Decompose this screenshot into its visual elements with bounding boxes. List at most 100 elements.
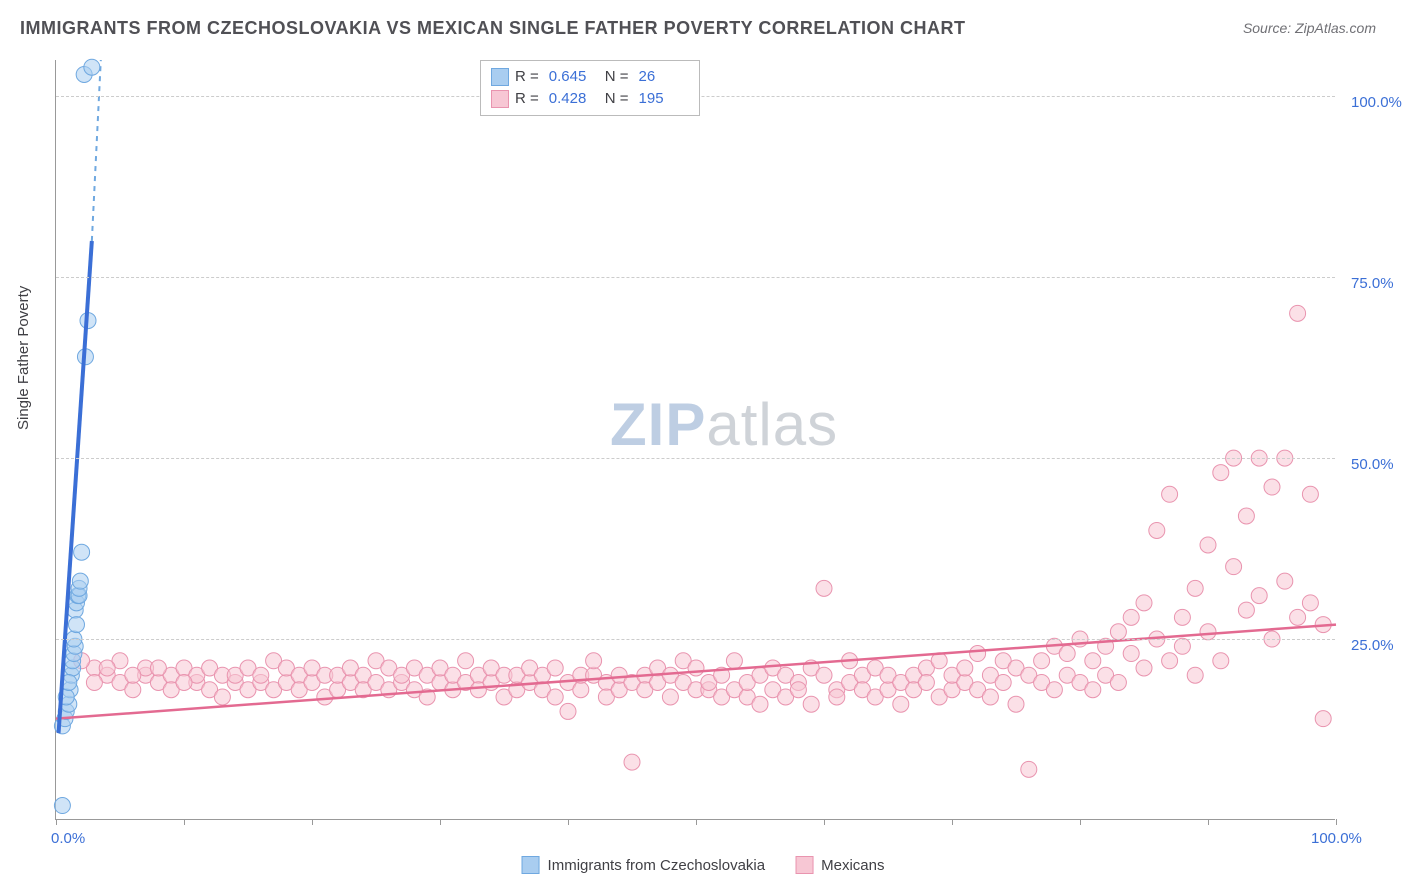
- data-point: [1174, 609, 1190, 625]
- data-point: [918, 674, 934, 690]
- data-point: [1123, 646, 1139, 662]
- legend-correlation: R = 0.645 N = 26 R = 0.428 N = 195: [480, 60, 700, 116]
- data-point: [1187, 580, 1203, 596]
- legend-n-value-a: 26: [639, 66, 689, 88]
- legend-n-label-a: N =: [605, 66, 629, 88]
- x-tick: [312, 819, 313, 825]
- x-tick: [1208, 819, 1209, 825]
- x-tick: [824, 819, 825, 825]
- x-tick-label-max: 100.0%: [1311, 830, 1362, 847]
- y-tick-label: 50.0%: [1351, 456, 1394, 473]
- data-point: [1136, 660, 1152, 676]
- legend-bottom-swatch-b: [795, 856, 813, 874]
- data-point: [99, 660, 115, 676]
- data-point: [752, 696, 768, 712]
- data-point: [86, 674, 102, 690]
- data-point: [1200, 537, 1216, 553]
- x-tick: [56, 819, 57, 825]
- data-point: [1021, 761, 1037, 777]
- x-tick: [184, 819, 185, 825]
- legend-series: Immigrants from Czechoslovakia Mexicans: [522, 856, 885, 874]
- x-tick: [1080, 819, 1081, 825]
- legend-r-label-b: R =: [515, 88, 539, 110]
- y-tick-label: 100.0%: [1351, 94, 1402, 111]
- data-point: [1034, 653, 1050, 669]
- data-point: [957, 660, 973, 676]
- data-point: [726, 653, 742, 669]
- data-point: [125, 682, 141, 698]
- data-point: [1174, 638, 1190, 654]
- legend-n-label-b: N =: [605, 88, 629, 110]
- data-point: [547, 689, 563, 705]
- data-point: [1264, 479, 1280, 495]
- data-point: [54, 798, 70, 814]
- data-point: [84, 59, 100, 75]
- data-point: [1059, 646, 1075, 662]
- data-point: [1213, 653, 1229, 669]
- y-axis-label: Single Father Poverty: [15, 286, 32, 430]
- data-point: [1149, 522, 1165, 538]
- data-point: [1110, 674, 1126, 690]
- data-point: [1085, 682, 1101, 698]
- data-point: [586, 653, 602, 669]
- data-point: [982, 689, 998, 705]
- legend-r-value-a: 0.645: [549, 66, 599, 88]
- data-point: [547, 660, 563, 676]
- data-point: [68, 617, 84, 633]
- data-point: [74, 544, 90, 560]
- data-point: [1162, 653, 1178, 669]
- y-tick-label: 75.0%: [1351, 275, 1394, 292]
- data-point: [1085, 653, 1101, 669]
- data-point: [1213, 465, 1229, 481]
- legend-r-value-b: 0.428: [549, 88, 599, 110]
- y-tick-label: 25.0%: [1351, 637, 1394, 654]
- data-point: [1136, 595, 1152, 611]
- data-point: [1226, 559, 1242, 575]
- data-point: [72, 573, 88, 589]
- data-point: [970, 646, 986, 662]
- data-point: [1302, 486, 1318, 502]
- data-point: [803, 696, 819, 712]
- x-tick: [696, 819, 697, 825]
- x-tick: [440, 819, 441, 825]
- plot-svg: [56, 60, 1335, 819]
- legend-item-a: Immigrants from Czechoslovakia: [522, 856, 766, 874]
- chart-title: IMMIGRANTS FROM CZECHOSLOVAKIA VS MEXICA…: [20, 18, 966, 39]
- data-point: [1046, 682, 1062, 698]
- data-point: [150, 660, 166, 676]
- legend-row-a: R = 0.645 N = 26: [491, 66, 689, 88]
- data-point: [662, 689, 678, 705]
- legend-swatch-b: [491, 90, 509, 108]
- data-point: [125, 667, 141, 683]
- x-tick: [952, 819, 953, 825]
- data-point: [1290, 609, 1306, 625]
- legend-bottom-swatch-a: [522, 856, 540, 874]
- source-attribution: Source: ZipAtlas.com: [1243, 20, 1376, 36]
- data-point: [1315, 711, 1331, 727]
- scatter-chart: 25.0%50.0%75.0%100.0%0.0%100.0%: [55, 60, 1335, 820]
- legend-r-label-a: R =: [515, 66, 539, 88]
- legend-n-value-b: 195: [639, 88, 689, 110]
- data-point: [1251, 588, 1267, 604]
- legend-item-b: Mexicans: [795, 856, 884, 874]
- x-tick: [1336, 819, 1337, 825]
- data-point: [458, 653, 474, 669]
- data-point: [1302, 595, 1318, 611]
- data-point: [1290, 305, 1306, 321]
- data-point: [893, 696, 909, 712]
- data-point: [829, 689, 845, 705]
- data-point: [1123, 609, 1139, 625]
- data-point: [1110, 624, 1126, 640]
- x-tick-label-min: 0.0%: [51, 830, 85, 847]
- gridline: [56, 458, 1335, 459]
- data-point: [816, 580, 832, 596]
- data-point: [624, 754, 640, 770]
- data-point: [688, 660, 704, 676]
- trendline-a-dash: [92, 60, 101, 241]
- x-tick: [568, 819, 569, 825]
- legend-bottom-label-b: Mexicans: [821, 857, 884, 874]
- gridline: [56, 639, 1335, 640]
- gridline: [56, 277, 1335, 278]
- data-point: [1162, 486, 1178, 502]
- legend-row-b: R = 0.428 N = 195: [491, 88, 689, 110]
